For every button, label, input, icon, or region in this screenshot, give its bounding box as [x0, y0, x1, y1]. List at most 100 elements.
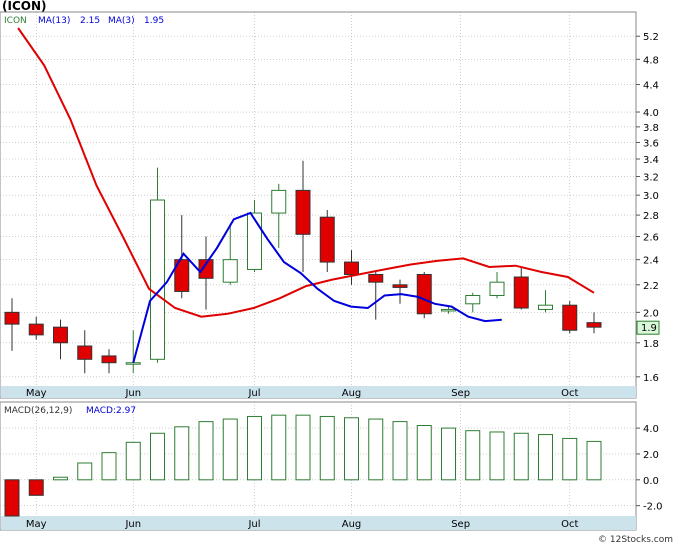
candle-body-up — [222, 259, 238, 283]
price-tick-label: 1.6 — [643, 373, 659, 384]
macd-bar — [489, 431, 505, 481]
price-tick-label: 2.0 — [643, 308, 659, 319]
last-price-label: 1.9 — [641, 323, 657, 334]
price-tick-label: 1.8 — [643, 339, 659, 350]
candle-body-down — [586, 322, 602, 328]
macd-bar — [4, 479, 20, 517]
candle-body-down — [77, 345, 93, 360]
candle-body-down — [513, 276, 529, 309]
candle — [247, 200, 262, 272]
price-x-axis: May Jun Jul Aug Sep Oct — [26, 12, 578, 399]
macd-bar — [586, 440, 602, 481]
candle — [150, 167, 165, 363]
macd-month-label: May — [26, 519, 47, 530]
macd-bar — [271, 414, 287, 481]
price-tick-label: 2.2 — [643, 281, 659, 292]
candle — [368, 271, 384, 320]
candle — [125, 330, 141, 374]
price-tick-label: 2.8 — [643, 211, 659, 222]
macd-bar — [222, 418, 238, 481]
candle-body-down — [101, 355, 117, 364]
price-tick-label: 3.0 — [643, 191, 659, 202]
candle-body-up — [465, 295, 481, 305]
price-tick-label: 3.2 — [643, 173, 659, 184]
macd-grid — [0, 427, 636, 506]
candle — [586, 312, 602, 334]
macd-bar — [465, 430, 481, 481]
candle-body-down — [53, 326, 68, 344]
macd-bar — [101, 452, 117, 481]
candle-body-up — [441, 308, 456, 312]
macd-bar — [174, 426, 190, 481]
candle — [344, 250, 359, 285]
candle-body-up — [150, 199, 165, 360]
legend-ma13-label: MA(13) — [38, 16, 70, 26]
month-label: Aug — [342, 388, 362, 399]
price-tick-label: 4.0 — [643, 108, 659, 119]
macd-bar — [416, 425, 432, 481]
month-label: Oct — [561, 388, 578, 399]
macd-bar — [77, 462, 93, 481]
macd-month-label: Jul — [247, 519, 260, 530]
price-tick-label: 5.2 — [643, 32, 659, 43]
candle — [441, 306, 456, 314]
price-tick-label: 4.4 — [643, 80, 659, 91]
candle-body-down — [174, 259, 190, 292]
candle-body-up — [489, 281, 505, 297]
candle-body-up — [125, 362, 141, 365]
macd-bar — [441, 427, 456, 481]
macd-bar — [368, 418, 384, 481]
candle-body-up — [247, 212, 262, 270]
macd-bar — [538, 434, 553, 481]
macd-month-label: Oct — [561, 519, 578, 530]
legend-ma3-value: 1.95 — [144, 16, 164, 26]
macd-bar — [198, 421, 214, 481]
candle — [295, 160, 311, 272]
price-tick-label: 3.6 — [643, 138, 659, 149]
ma3-line — [132, 211, 502, 363]
last-price-badge: 1.9 — [636, 320, 660, 335]
price-axis-band — [1, 386, 636, 398]
month-label: May — [26, 388, 47, 399]
candlesticks — [4, 160, 602, 374]
candle — [198, 236, 214, 310]
macd-month-label: Sep — [451, 519, 470, 530]
macd-axis-band — [1, 516, 636, 530]
month-label: Jul — [247, 388, 260, 399]
candle — [562, 301, 578, 334]
macd-month-label: Jun — [124, 519, 141, 530]
macd-bar — [125, 441, 141, 481]
candle — [53, 319, 68, 360]
macd-bar — [247, 415, 262, 481]
macd-bar — [344, 417, 359, 481]
candle-body-down — [562, 304, 578, 331]
macd-bar — [150, 432, 165, 481]
price-tick-label: 2.4 — [643, 256, 659, 267]
macd-bars — [4, 414, 602, 517]
macd-bar — [53, 476, 68, 481]
month-label: Jun — [124, 388, 141, 399]
candle-body-down — [4, 311, 20, 325]
macd-bar — [392, 421, 408, 481]
legend-ma3-label: MA(3) — [108, 16, 135, 26]
candle — [4, 298, 20, 351]
candle-body-down — [319, 216, 335, 263]
candle-body-down — [295, 189, 311, 235]
price-tick-label: 2.6 — [643, 233, 659, 244]
candle — [101, 349, 117, 374]
candle — [271, 183, 287, 248]
price-tick-label: 4.8 — [643, 55, 659, 66]
ma13-line — [17, 27, 595, 318]
candle-body-down — [416, 273, 432, 315]
macd-y-axis: 4.0 2.0 0.0 -2.0 — [636, 424, 663, 513]
macd-tick-label: 4.0 — [643, 424, 659, 435]
price-tick-label: 3.8 — [643, 123, 659, 134]
legend-ma13-value: 2.15 — [80, 16, 100, 26]
macd-bar — [513, 432, 529, 481]
watermark: © 12Stocks.com — [598, 535, 673, 545]
candle-body-down — [28, 323, 44, 336]
macd-bar — [28, 479, 44, 496]
candle — [392, 279, 408, 304]
